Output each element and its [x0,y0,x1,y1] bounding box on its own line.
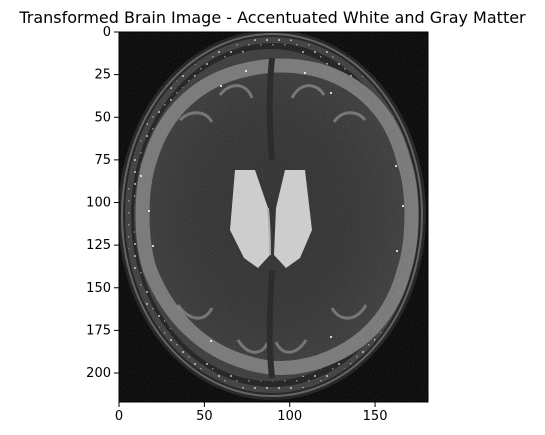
y-tick-label-6: 150 [86,281,111,296]
x-tick-label-1: 50 [196,409,213,424]
plot-title: Transformed Brain Image - Accentuated Wh… [19,8,526,27]
y-tick-label-1: 25 [94,68,111,83]
y-tick-label-2: 50 [94,110,111,125]
y-tick-label-7: 175 [86,323,111,338]
y-tick-label-3: 75 [94,153,111,168]
x-tick-label-0: 0 [115,409,123,424]
x-tick-label-2: 100 [277,409,302,424]
y-tick-label-0: 0 [103,25,111,40]
brain-image [119,32,428,402]
y-tick-label-5: 125 [86,238,111,253]
axes-frame [118,31,429,403]
y-tick-label-4: 100 [86,196,111,211]
x-axis: 0 50 100 150 [115,402,388,424]
noise-overlay [119,32,428,402]
y-tick-label-8: 200 [86,366,111,381]
y-axis: 0 25 50 75 100 125 150 175 200 [86,25,119,381]
x-tick-label-3: 150 [363,409,388,424]
